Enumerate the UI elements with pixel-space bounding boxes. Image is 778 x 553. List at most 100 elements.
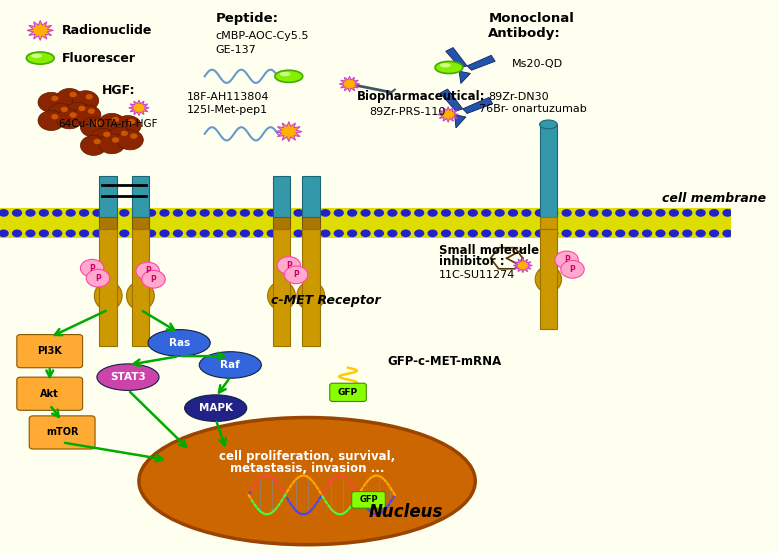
Circle shape [65,209,75,217]
Ellipse shape [26,52,54,64]
Circle shape [0,209,9,217]
Bar [540,124,557,218]
Bar [0,208,731,238]
Circle shape [669,229,679,237]
Circle shape [414,209,424,217]
Bar [273,229,290,346]
Text: Small molecule: Small molecule [439,244,539,257]
Circle shape [562,229,572,237]
Circle shape [253,229,264,237]
Ellipse shape [199,352,261,378]
Circle shape [321,229,331,237]
Circle shape [79,229,89,237]
Circle shape [601,229,612,237]
Text: Ms20-QD: Ms20-QD [512,60,563,70]
Circle shape [103,132,110,137]
Circle shape [80,117,107,137]
Circle shape [65,102,91,122]
Circle shape [277,257,300,274]
Circle shape [321,209,331,217]
Ellipse shape [94,281,122,310]
Text: Monoclonal: Monoclonal [489,12,574,25]
Circle shape [495,209,505,217]
Circle shape [86,94,93,100]
Circle shape [293,229,303,237]
Circle shape [334,209,344,217]
Bar [273,176,290,218]
Circle shape [200,209,210,217]
Text: Fluorescer: Fluorescer [62,51,136,65]
Circle shape [226,209,237,217]
Circle shape [99,113,125,133]
Circle shape [75,105,101,125]
Circle shape [696,229,706,237]
Bar [302,176,320,218]
Ellipse shape [440,63,450,67]
Circle shape [240,229,250,237]
Polygon shape [275,122,302,142]
Circle shape [508,209,518,217]
Circle shape [374,229,384,237]
Text: 76Br- onartuzumab: 76Br- onartuzumab [479,104,587,114]
Circle shape [615,209,626,217]
Bar [273,217,290,229]
Circle shape [588,209,598,217]
Text: P: P [564,255,569,264]
Ellipse shape [435,61,463,74]
Polygon shape [440,89,463,111]
Text: Biopharmaceutical:: Biopharmaceutical: [357,90,485,102]
Text: P: P [293,270,299,279]
Circle shape [80,135,107,155]
Circle shape [61,107,68,112]
Circle shape [521,229,531,237]
Circle shape [119,229,129,237]
Circle shape [93,229,103,237]
Bar [302,229,320,346]
Circle shape [121,131,128,136]
Text: HGF:: HGF: [103,84,136,97]
Circle shape [213,209,223,217]
Circle shape [387,229,398,237]
Text: P: P [286,261,292,270]
Circle shape [401,209,411,217]
Circle shape [723,229,733,237]
Text: Peptide:: Peptide: [216,12,279,25]
Circle shape [293,209,303,217]
Bar [131,176,149,218]
Circle shape [240,209,250,217]
Circle shape [80,259,103,277]
Circle shape [669,209,679,217]
Circle shape [39,229,49,237]
Circle shape [655,209,666,217]
Ellipse shape [31,54,42,58]
Circle shape [561,260,584,278]
Text: STAT3: STAT3 [110,372,145,382]
Bar [100,229,117,346]
Circle shape [159,229,170,237]
Circle shape [38,92,65,112]
Ellipse shape [97,364,159,390]
Text: 11C-SU11274: 11C-SU11274 [439,270,515,280]
Ellipse shape [148,330,210,356]
Polygon shape [27,20,54,40]
Polygon shape [513,258,532,273]
Circle shape [682,229,692,237]
Text: Akt: Akt [40,389,59,399]
Text: P: P [569,265,576,274]
Polygon shape [128,100,149,116]
Circle shape [93,209,103,217]
Circle shape [615,229,626,237]
Circle shape [130,133,138,139]
Text: Antibody:: Antibody: [489,27,561,40]
Text: Radionuclide: Radionuclide [62,24,152,37]
Circle shape [79,106,86,111]
Circle shape [401,229,411,237]
Circle shape [414,229,424,237]
FancyBboxPatch shape [17,335,82,368]
Circle shape [534,209,545,217]
Polygon shape [454,114,466,128]
Circle shape [69,112,77,118]
Text: Raf: Raf [220,360,240,370]
FancyBboxPatch shape [17,377,82,410]
Circle shape [119,209,129,217]
